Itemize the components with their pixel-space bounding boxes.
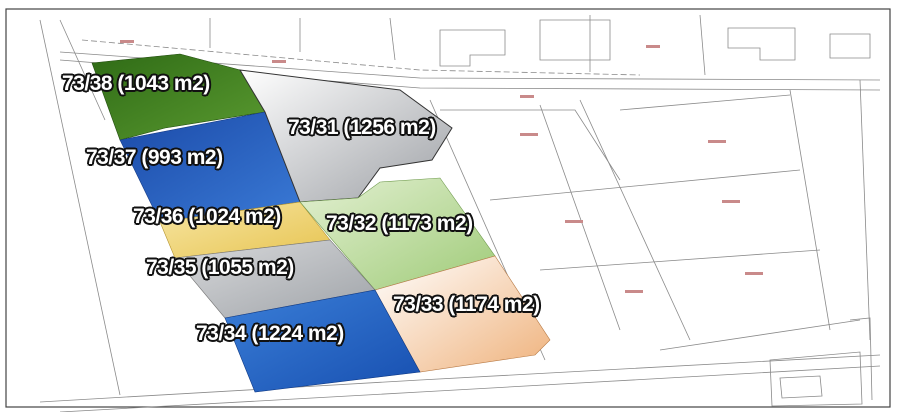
plot-label-73-31: 73/31 (1256 m2) — [288, 116, 436, 139]
plot-label-73-37: 73/37 (993 m2) — [86, 146, 223, 169]
plot-73-31-area[interactable] — [239, 69, 453, 203]
plot-label-73-32: 73/32 (1173 m2) — [326, 212, 473, 235]
plot-73-34-area[interactable] — [224, 289, 421, 393]
plot-label-73-34: 73/34 (1224 m2) — [196, 322, 344, 345]
background-annotations — [120, 40, 763, 293]
plots-layer — [91, 53, 551, 393]
plot-label-73-33: 73/33 (1174 m2) — [393, 293, 540, 316]
map-border — [5, 8, 891, 408]
plot-label-73-35: 73/35 (1055 m2) — [146, 256, 294, 279]
plot-label-73-38: 73/38 (1043 m2) — [62, 72, 210, 95]
plot-label-73-36: 73/36 (1024 m2) — [133, 205, 281, 228]
background-linework — [39, 14, 881, 412]
